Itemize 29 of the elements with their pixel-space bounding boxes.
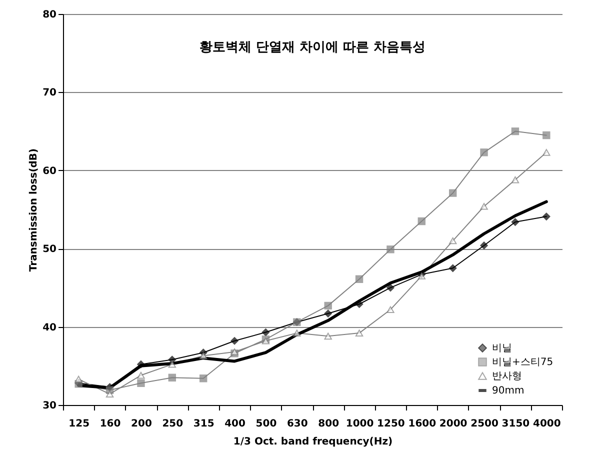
x-tick-label: 315: [193, 418, 214, 430]
x-tick-label: 1600: [408, 418, 436, 430]
x-tick-label: 125: [68, 418, 90, 430]
y-tick-label: 70: [42, 88, 57, 99]
legend-label: 비닐: [492, 343, 512, 354]
x-tick-label: 500: [256, 418, 277, 430]
y-tick-label: 50: [42, 244, 57, 256]
x-tick-label: 2000: [439, 418, 468, 430]
y-axis-title: Transmission loss(dB): [28, 148, 40, 272]
x-tick-label: 400: [224, 418, 246, 430]
legend-label: 90mm: [492, 386, 524, 396]
x-tick-label: 200: [131, 418, 152, 430]
x-tick-label: 3150: [502, 418, 530, 430]
legend-label: 비닐+스티75: [492, 357, 554, 368]
x-tick-label: 250: [162, 418, 184, 430]
legend-label: 반사형: [492, 371, 522, 382]
y-tick-label: 30: [42, 400, 57, 412]
y-tick-label: 80: [42, 10, 57, 20]
x-tick-label: 800: [318, 418, 340, 430]
y-tick-label: 40: [42, 322, 57, 334]
x-tick-label: 630: [286, 418, 308, 430]
x-tick-label: 1250: [377, 418, 405, 430]
y-tick-label: 60: [42, 166, 57, 177]
x-tick-label: 1000: [346, 418, 374, 430]
x-tick-label: 4000: [532, 418, 561, 430]
text: 황토벽체 단열재 차이에 따른 차음특성: [199, 40, 426, 55]
x-axis-title: 1/3 Oct. band frequency(Hz): [233, 436, 393, 448]
x-tick-label: 160: [100, 418, 121, 430]
x-tick-label: 2500: [470, 418, 498, 430]
